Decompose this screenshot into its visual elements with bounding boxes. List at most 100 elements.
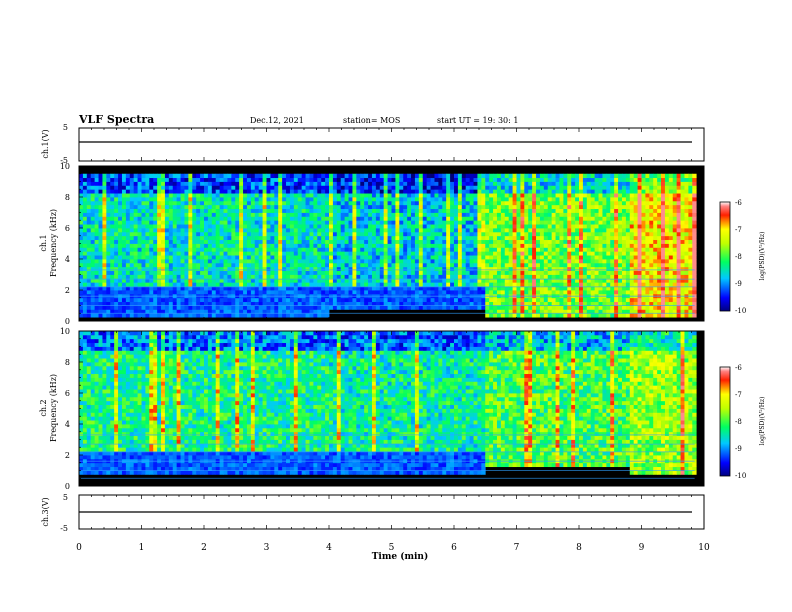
spectrogram-cell: [528, 309, 533, 314]
spectrogram-cell: [508, 208, 513, 213]
spectrogram-cell: [383, 197, 388, 202]
spectrogram-cell: [575, 255, 580, 260]
spectrogram-cell: [567, 181, 572, 186]
spectrogram-cell: [176, 239, 181, 244]
spectrogram-cell: [180, 301, 185, 306]
figure-title: VLF Spectra: [78, 113, 154, 126]
spectrogram-cell: [493, 224, 498, 229]
spectrogram-cell: [254, 239, 260, 244]
spectrogram-cell: [246, 177, 252, 182]
spectrogram-cell: [172, 200, 178, 206]
spectrogram-cell: [129, 282, 135, 287]
spectrogram-cell: [125, 189, 131, 194]
spectrogram-cell: [164, 286, 170, 291]
spectrogram-cell: [414, 204, 420, 210]
spectrogram-cell: [508, 197, 513, 202]
spectrogram-cell: [516, 243, 521, 248]
spectrogram-cell: [313, 262, 318, 268]
spectrogram-cell: [586, 208, 592, 213]
spectrogram-cell: [243, 212, 248, 217]
spectrogram-cell: [364, 216, 369, 221]
spectrogram-cell: [325, 290, 330, 295]
spectrogram-cell: [500, 266, 506, 272]
spectrogram-cell: [239, 189, 244, 194]
spectrogram-cell: [403, 177, 408, 182]
spectrogram-cell: [520, 177, 525, 182]
spectrogram-cell: [125, 173, 131, 179]
spectrogram-cell: [414, 231, 420, 237]
spectrogram-cell: [551, 231, 556, 237]
spectrogram-cell: [118, 224, 123, 229]
spectrogram-cell: [457, 259, 463, 264]
spectrogram-cell: [352, 185, 357, 190]
spectrogram-cell: [477, 305, 482, 310]
spectrogram-cell: [528, 270, 533, 275]
spectrogram-cell: [536, 212, 541, 217]
spectrogram-cell: [481, 278, 486, 283]
spectrogram-cell: [379, 181, 385, 186]
spectrogram-cell: [207, 278, 213, 283]
spectrogram-cell: [313, 193, 318, 198]
spectrogram-cell: [168, 197, 174, 202]
spectrogram-cell: [329, 270, 334, 275]
spectrogram-cell: [90, 297, 96, 303]
spectrogram-cell: [485, 262, 490, 268]
spectrogram-cell: [215, 290, 221, 295]
spectrogram-cell: [516, 212, 521, 217]
spectrogram-cell: [336, 235, 342, 241]
spectrogram-cell: [223, 189, 228, 194]
spectrogram-cell: [371, 181, 377, 186]
spectrogram-cell: [586, 185, 592, 190]
spectrogram-cell: [336, 204, 342, 210]
spectrogram-cell: [231, 282, 236, 287]
spectrogram-cell: [180, 290, 185, 295]
spectrogram-cell: [407, 231, 412, 237]
spectrogram-cell: [532, 193, 537, 198]
spectrogram-cell: [434, 235, 439, 241]
spectrogram-cell: [168, 255, 174, 260]
spectrogram-cell: [348, 305, 353, 310]
spectrogram-cell: [309, 173, 314, 179]
spectrogram-cell: [344, 239, 349, 244]
spectrogram-cell: [414, 228, 420, 233]
spectrogram-cell: [305, 208, 310, 213]
spectrogram-cell: [461, 301, 467, 306]
spectrogram-cell: [235, 200, 240, 206]
spectrogram-cell: [340, 235, 346, 241]
spectrogram-cell: [528, 297, 533, 303]
spectrogram-cell: [411, 197, 416, 202]
spectrogram-cell: [293, 181, 299, 186]
spectrogram-cell: [207, 243, 213, 248]
spectrogram-cell: [313, 216, 318, 221]
spectrogram-cell: [555, 231, 560, 237]
spectrogram-cell: [235, 247, 240, 252]
spectrogram-cell: [297, 239, 303, 244]
spectrogram-cell: [500, 216, 506, 221]
spectrogram-cell: [102, 309, 107, 314]
spectrogram-cell: [207, 255, 213, 260]
spectrogram-cell: [98, 181, 103, 186]
spectrogram-cell: [301, 243, 306, 248]
spectrogram-cell: [161, 290, 166, 295]
spectrogram-cell: [161, 216, 166, 221]
spectrogram-cell: [161, 231, 166, 237]
spectrogram-cell: [442, 239, 447, 244]
spectrogram-cell: [469, 177, 474, 182]
spectrogram-cell: [254, 204, 260, 210]
spectrogram-cell: [231, 255, 236, 260]
spectrogram-cell: [371, 305, 377, 310]
spectrogram-cell: [90, 255, 96, 260]
spectrogram-cell: [172, 204, 178, 210]
spectrogram-cell: [200, 305, 205, 310]
spectrogram-cell: [426, 243, 431, 248]
spectrogram-cell: [481, 228, 486, 233]
spectrogram-cell: [309, 247, 314, 252]
spectrogram-cell: [305, 297, 310, 303]
spectrogram-cell: [313, 297, 318, 303]
spectrogram-cell: [496, 301, 502, 306]
spectrogram-cell: [418, 255, 424, 260]
spectrogram-cell: [145, 309, 150, 314]
spectrogram-cell: [547, 297, 553, 303]
spectrogram-cell: [360, 197, 365, 202]
spectrogram-cell: [379, 270, 385, 275]
